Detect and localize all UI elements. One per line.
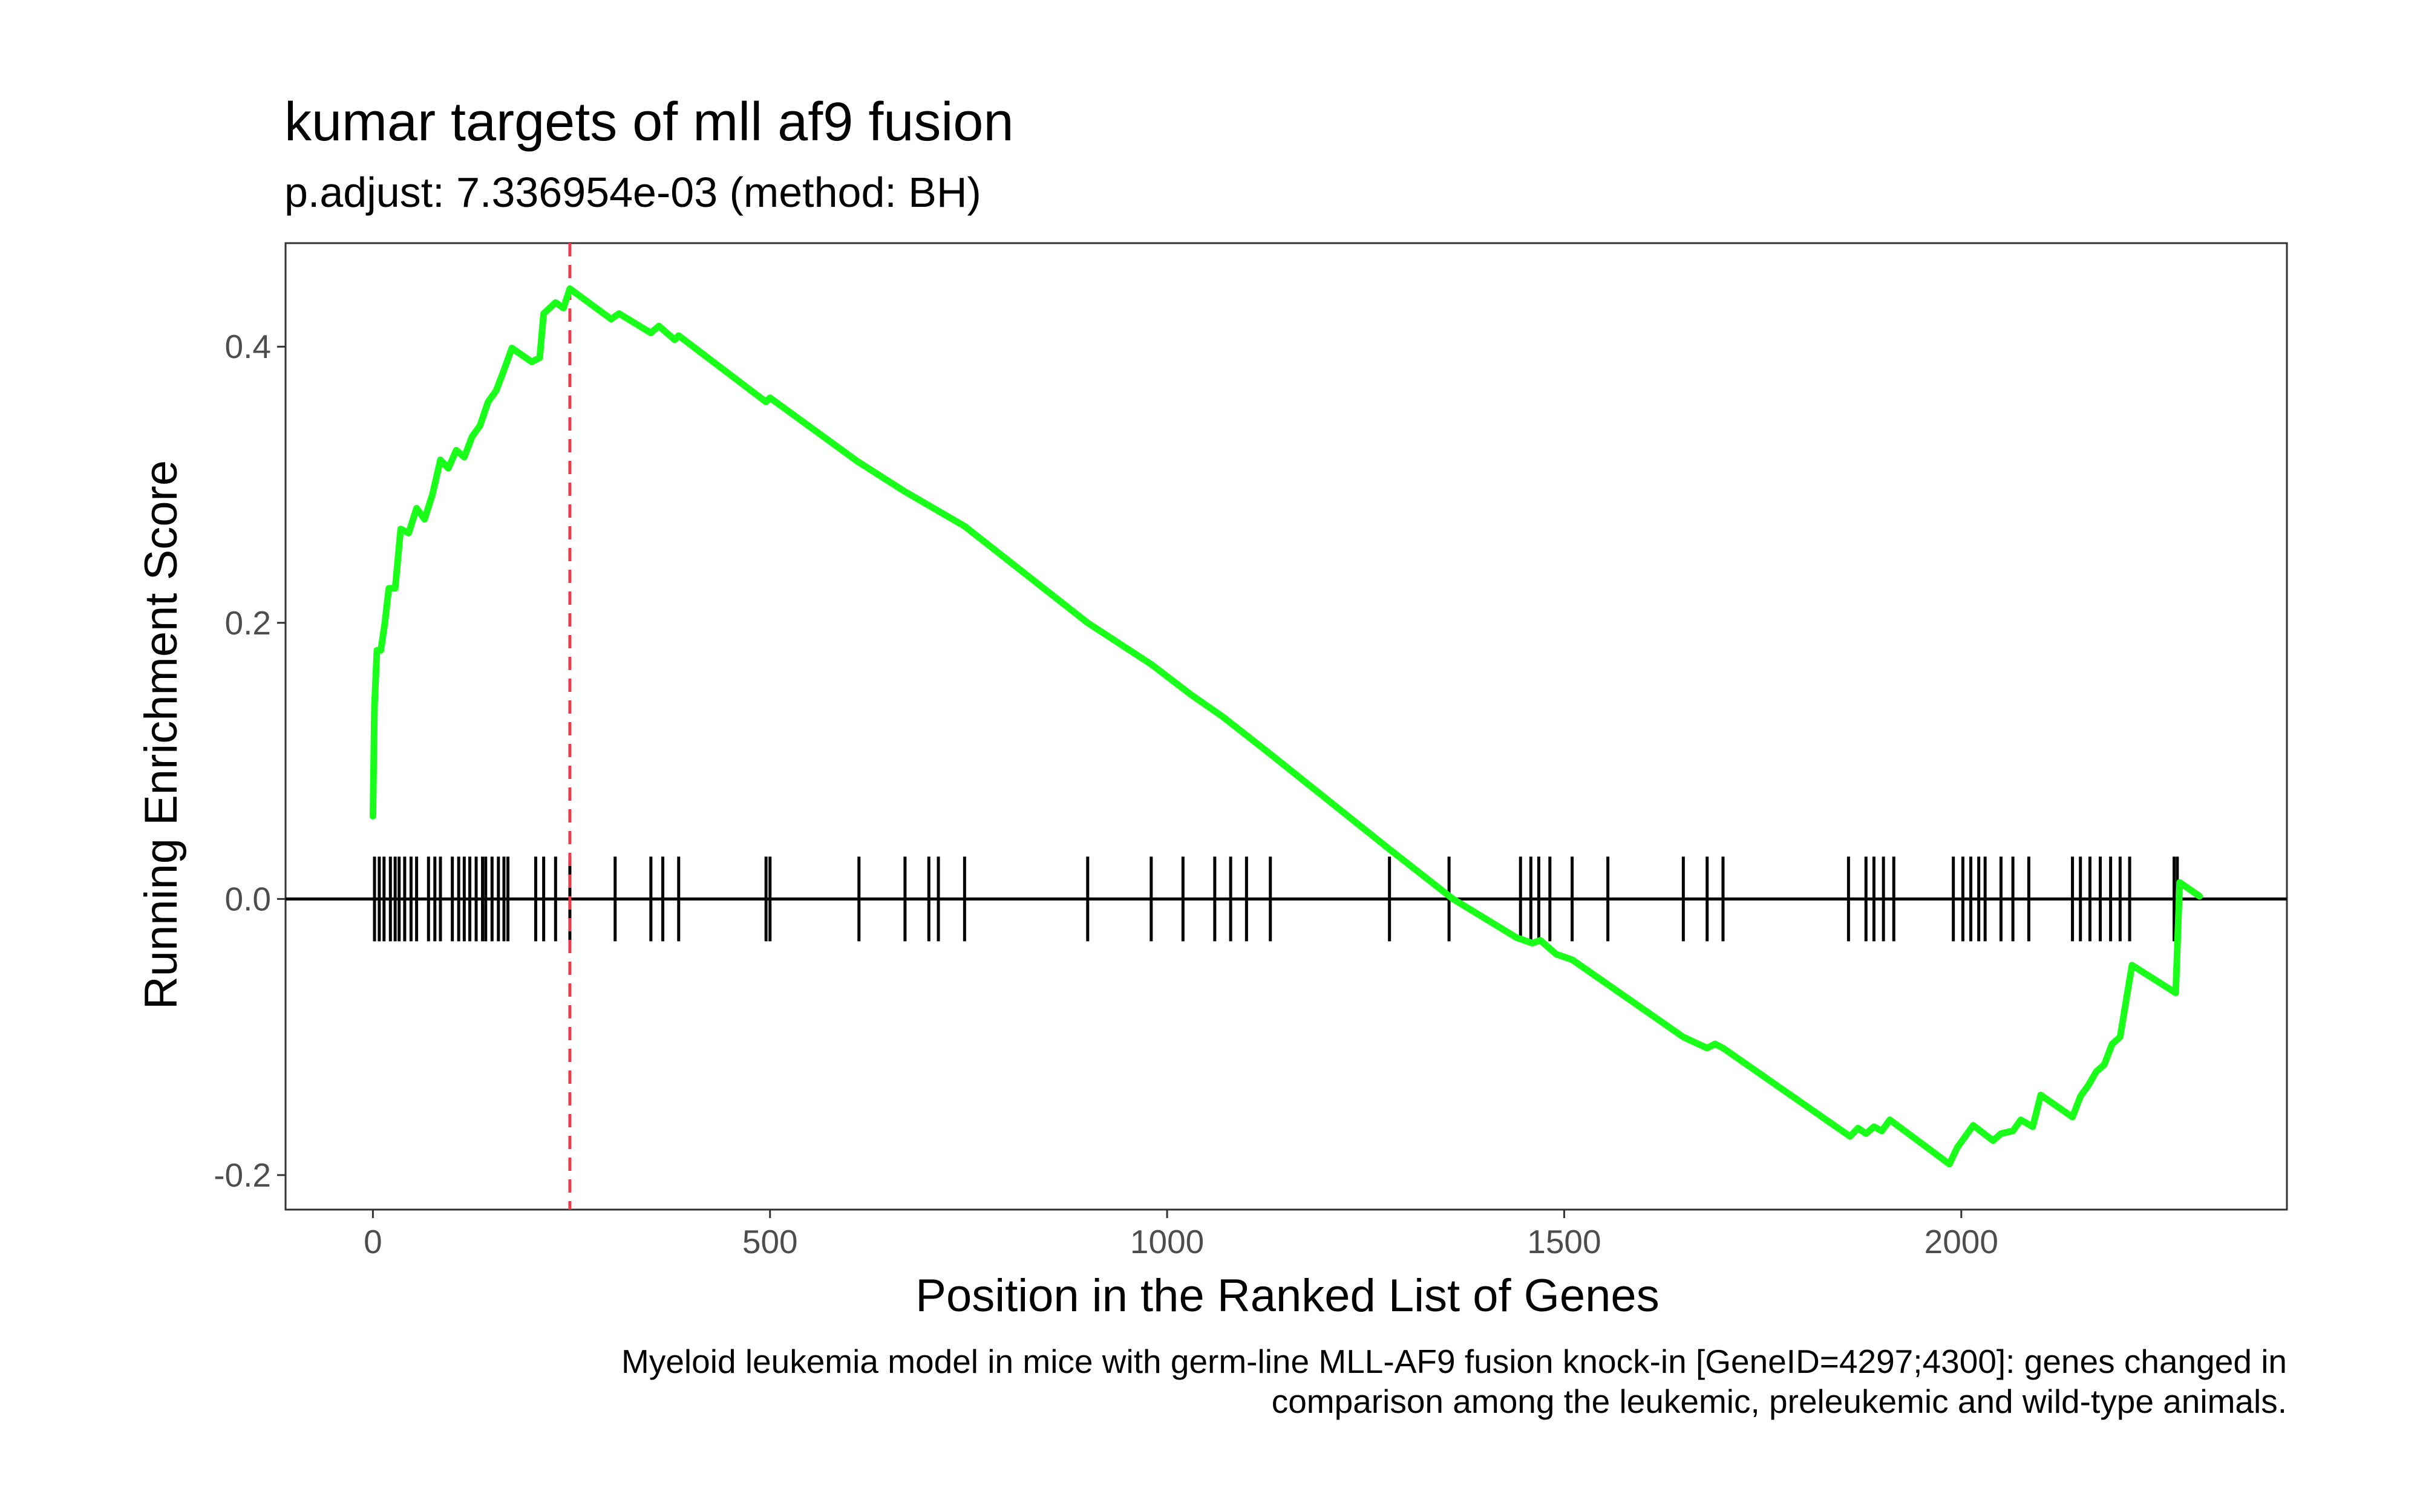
chart-title: kumar targets of mll af9 fusion (284, 92, 1014, 152)
y-tick-label: -0.2 (214, 1156, 271, 1194)
caption-line-1: Myeloid leukemia model in mice with germ… (621, 1343, 2287, 1380)
x-tick-label: 1000 (1130, 1223, 1204, 1260)
y-tick-label: 0.0 (225, 880, 271, 917)
x-tick-label: 1500 (1527, 1223, 1601, 1260)
y-tick-label: 0.2 (225, 604, 271, 642)
plot-area: -0.2 0.0 0.2 0.4 0 500 1000 1500 2000 (214, 242, 2288, 1260)
x-tick-label: 2000 (1925, 1223, 1998, 1260)
x-axis-title: Position in the Ranked List of Genes (915, 1270, 1659, 1321)
y-tick-label: 0.4 (225, 328, 271, 365)
enrichment-score-line (369, 285, 2203, 1168)
y-axis-title: Running Enrichment Score (136, 460, 187, 1009)
x-tick-label: 0 (364, 1223, 382, 1260)
x-tick-label: 500 (742, 1223, 798, 1260)
panel-border (284, 242, 2288, 1211)
caption-line-2: comparison among the leukemic, preleukem… (1272, 1383, 2287, 1420)
chart-subtitle: p.adjust: 7.336954e-03 (method: BH) (284, 169, 981, 216)
